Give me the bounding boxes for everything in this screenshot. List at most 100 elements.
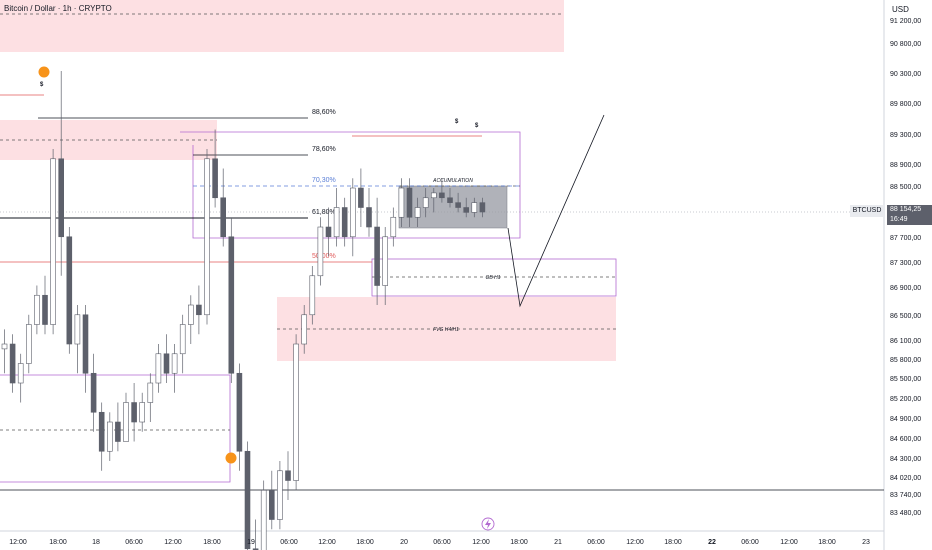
candle [74,314,81,345]
accumulation-label: ACCUMULATION [432,178,473,184]
candle [115,421,121,442]
candle [171,353,178,374]
candle [228,236,235,374]
candle [50,158,56,325]
accumulation-box [398,185,508,229]
candle [58,158,65,238]
time-tick: 06:00 [125,539,143,546]
price-tick: 83 480,00 [890,510,921,517]
candle [155,353,162,384]
ob-h1-box [371,258,617,297]
currency-label[interactable]: USD [892,5,909,14]
symbol-tag: BTCUSD [850,205,884,217]
candle [123,402,129,442]
supply-zone-top [0,0,564,52]
candle [42,294,48,325]
price-tick: 86 900,00 [890,285,921,292]
price-tick: 83 740,00 [890,492,921,499]
candle [244,450,251,550]
candle [1,343,8,350]
demand-box [0,374,231,483]
time-tick: 18 [92,539,100,546]
candle [439,192,445,199]
price-tick: 84 900,00 [890,416,921,423]
price-tick: 88 900,00 [890,162,921,169]
price-tick: 89 800,00 [890,101,921,108]
time-tick: 06:00 [587,539,605,546]
candle [260,489,267,550]
candle [374,226,380,286]
time-tick: 12:00 [472,539,490,546]
candle [309,275,316,316]
candle [34,294,40,325]
candle [382,236,389,286]
candle [479,202,486,213]
dollar-sign: $ [40,82,44,88]
swing-low-marker [225,452,237,464]
price-tick: 85 800,00 [890,357,921,364]
time-tick: 18:00 [203,539,221,546]
candle [147,382,154,403]
time-tick: 22 [708,539,716,546]
candle [131,402,137,423]
candle [268,489,275,520]
fib-label: 88,60% [312,109,336,116]
candle [293,343,299,481]
candle [107,421,113,452]
candle [366,207,372,228]
candle [285,470,291,481]
bar-countdown: 16:49 [890,216,908,223]
candle [220,197,226,238]
price-tick: 90 800,00 [890,41,921,48]
time-tick: 12:00 [626,539,644,546]
candle [196,304,202,316]
candle [463,207,470,213]
price-tick: 86 100,00 [890,338,921,345]
time-tick: 06:00 [741,539,759,546]
candle [25,324,32,364]
candle [9,343,16,384]
candle [333,207,340,238]
candle [341,207,348,238]
fib-label: 78,60% [312,146,336,153]
candle [358,187,364,208]
fib-label: 61,80% [312,209,336,216]
price-tick: 87 700,00 [890,235,921,242]
dollar-sign: $ [475,123,479,129]
price-tick: 86 500,00 [890,313,921,320]
time-tick: 12:00 [9,539,27,546]
time-tick: 19 [247,539,255,546]
candle [82,314,89,374]
time-tick: 12:00 [164,539,182,546]
time-tick: 20 [400,539,408,546]
candle [406,187,413,218]
candle [163,353,170,374]
candle [317,226,324,277]
candle [325,226,332,238]
price-tick: 91 200,00 [890,18,921,25]
fvg-label: FVG H4/H1 [433,327,459,333]
time-tick: 06:00 [433,539,451,546]
time-tick: 18:00 [664,539,682,546]
candle [422,197,429,208]
candle [471,202,478,213]
time-tick: 18:00 [356,539,374,546]
price-tick: 88 500,00 [890,184,921,191]
candle [179,324,186,355]
candle [349,187,356,238]
candle [414,207,421,218]
time-tick: 18:00 [49,539,67,546]
candle [90,372,97,413]
candle [66,236,73,345]
candle [17,363,24,384]
price-tick: 85 500,00 [890,376,921,383]
candle [390,216,397,238]
price-tick: 84 020,00 [890,475,921,482]
range-box [180,131,521,239]
price-tick: 84 600,00 [890,436,921,443]
candle [398,187,405,218]
candle [98,411,105,452]
candle [277,470,283,520]
candle [455,202,461,208]
